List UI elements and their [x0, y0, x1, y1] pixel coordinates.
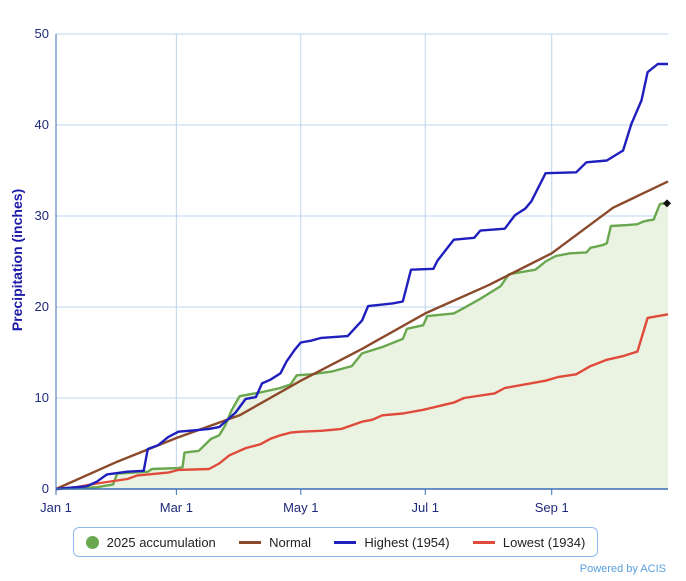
- x-tick-label: May 1: [283, 500, 318, 515]
- axes: 0 10 20 30 40 50 Jan 1 Mar 1 May 1 Jul 1 Sep 1: [35, 26, 668, 515]
- x-tick-label: Jul 1: [412, 500, 439, 515]
- legend-item-lowest[interactable]: Lowest (1934): [472, 534, 586, 550]
- y-tick-label: 0: [42, 481, 49, 496]
- y-tick-label: 20: [35, 299, 49, 314]
- y-tick-label: 50: [35, 26, 49, 41]
- x-tick-label: Sep 1: [535, 500, 569, 515]
- legend-label-normal: Normal: [269, 534, 312, 550]
- series-lowest-1934-line: [55, 313, 669, 491]
- series-highest-1954-line: [55, 62, 668, 491]
- y-tick-label: 40: [35, 117, 49, 132]
- legend-label-highest: Highest (1954): [364, 534, 450, 550]
- acis-credit-link[interactable]: Powered by ACIS: [579, 563, 666, 575]
- legend-swatch-lowest: [472, 540, 495, 544]
- legend-swatch-normal: [239, 540, 262, 544]
- series-2025-accumulation-area: [56, 202, 668, 489]
- y-tick-label: 10: [35, 390, 49, 405]
- last-value-marker: [663, 199, 671, 208]
- legend-label-2025: 2025 accumulation: [106, 534, 216, 550]
- series-2025-accumulation-line: [55, 201, 669, 491]
- series-group: [55, 62, 671, 491]
- legend-item-normal[interactable]: Normal: [239, 535, 311, 550]
- legend: 2025 accumulation Normal Highest (1954) …: [73, 527, 598, 557]
- y-axis-label: Precipitation (inches): [9, 189, 25, 331]
- legend-item-2025[interactable]: 2025 accumulation: [85, 534, 216, 550]
- legend-swatch-2025: [85, 535, 99, 549]
- legend-label-lowest: Lowest (1934): [502, 534, 586, 550]
- x-tick-label: Mar 1: [160, 500, 193, 515]
- x-tick-label: Jan 1: [40, 500, 72, 515]
- legend-item-highest[interactable]: Highest (1954): [334, 534, 450, 550]
- y-tick-label: 30: [35, 208, 49, 223]
- legend-swatch-highest: [334, 540, 357, 544]
